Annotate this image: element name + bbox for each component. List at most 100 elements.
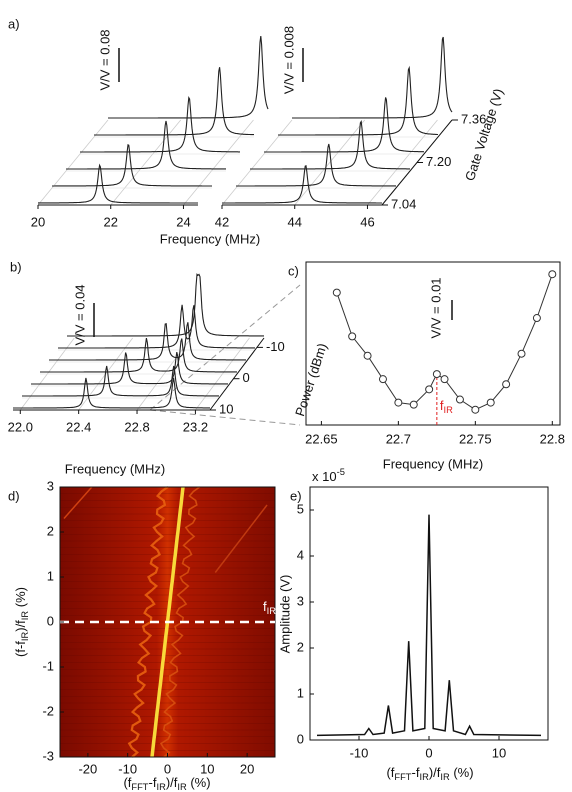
data-point [486,398,495,407]
data-point [378,375,387,384]
x-axis-label-part: IR [419,772,429,782]
reference-label-part: IR [267,606,277,616]
z-tick-label: -10 [266,339,285,354]
x-axis-label-part: -f [412,765,420,780]
z-axis-label: Gate Voltage (V) [462,87,506,183]
x-axis-label-part: (f [386,765,394,780]
x-tick-label: -20 [78,761,97,776]
x-axis-label: (fFFT-fIR)/fIR (%) [386,765,473,782]
trace [292,36,453,119]
panel-label: c) [288,263,299,278]
x-axis-label: Frequency (MHz) [160,231,260,246]
y-scale-label-part: -5 [337,467,345,477]
floor-grid-line [37,119,109,206]
floor-grid-line [294,119,366,206]
heatmap-streak [63,486,93,519]
x-tick-label: 23.2 [183,419,208,434]
y-tick-label: 2 [47,523,54,538]
x-axis-label-part: FFT [131,782,148,792]
panel-label: a) [8,16,20,31]
y-axis-label-part: (f-f [13,641,28,657]
y-tick-label: 3 [47,478,54,493]
data-line [316,514,542,737]
y-scale-label: x 10-5 [312,467,345,484]
trace [49,322,246,361]
heatmap-streak [214,504,268,573]
data-point [548,270,557,279]
trace [31,351,228,385]
floor-grid-line [110,119,182,206]
x-axis-label-part: )/f [429,765,441,780]
x-tick-label: 22 [103,214,117,229]
reference-label: fIR [263,599,276,616]
scale-label: V/V = 0.008 [281,26,296,94]
x-axis-label-part: IR [156,782,166,792]
x-axis-label: Frequency (MHz) [383,456,483,471]
y-axis-label-part: )/f [13,620,28,632]
x-tick-label: 10 [200,761,214,776]
x-tick-label: -10 [350,745,369,760]
y-axis-label-part: (%) [13,587,28,611]
marker-label-part: IR [443,405,453,415]
x-tick-label: 0 [164,761,171,776]
y-scale-label-part: x 10 [312,469,337,484]
floor-grid-line [367,119,438,206]
y-tick-label: -2 [42,703,54,718]
data-point [532,314,541,323]
y-tick-label: 4 [297,547,304,562]
y-axis-label: Amplitude (V) [277,575,292,654]
x-tick-label: 46 [360,214,374,229]
y-tick-label: -1 [42,658,54,673]
x-axis-label-part: FFT [394,772,411,782]
y-tick-label: -3 [42,748,54,763]
trace [80,95,240,153]
data-point [394,398,403,407]
x-tick-label: 44 [287,214,301,229]
x-tick-label: 22.75 [459,431,492,446]
trace [264,97,425,153]
x-axis-label-part: (%) [450,765,474,780]
panel-label: e) [290,488,302,503]
x-tick-label: 22.65 [305,431,338,446]
scale-label: V/V = 0.08 [97,29,112,90]
data-point [432,370,441,379]
trace [278,65,438,136]
z-tick-label: 7.04 [391,196,416,211]
x-axis-label: Frequency (MHz) [65,461,165,476]
x-axis-label: (fFFT-fIR)/fIR (%) [123,775,210,792]
data-point [502,380,511,389]
x-tick-label: 22.8 [540,431,565,446]
x-tick-label: 20 [31,214,45,229]
data-point [471,405,480,414]
x-axis-label-part: (f [123,775,131,790]
plot-frame [305,261,561,426]
trace [52,143,212,187]
data-point [348,332,357,341]
x-axis-label-part: IR [177,782,187,792]
x-tick-label: 42 [215,214,229,229]
scale-label: V/V = 0.01 [428,277,443,338]
depth-axis [209,337,265,411]
y-tick-label: 1 [47,568,54,583]
trace [222,165,382,204]
x-tick-label: 22.8 [124,419,149,434]
trace [13,377,210,409]
y-tick-label: 0 [47,613,54,628]
trace [58,304,255,349]
z-tick-label: 0 [242,370,249,385]
x-axis-label-part: )/f [166,775,178,790]
trace [40,337,237,373]
trace [38,163,198,204]
trace [108,36,269,119]
data-point [425,385,434,394]
scale-label: V/V = 0.04 [72,284,87,345]
z-tick-label: 10 [219,401,233,416]
trace [67,273,264,337]
data-point [409,400,418,409]
y-tick-label: 5 [297,501,304,516]
x-tick-label: -10 [118,761,137,776]
x-tick-label: 22.0 [8,419,33,434]
y-axis-label-part: IR [20,611,30,621]
x-axis-label-part: -f [149,775,157,790]
